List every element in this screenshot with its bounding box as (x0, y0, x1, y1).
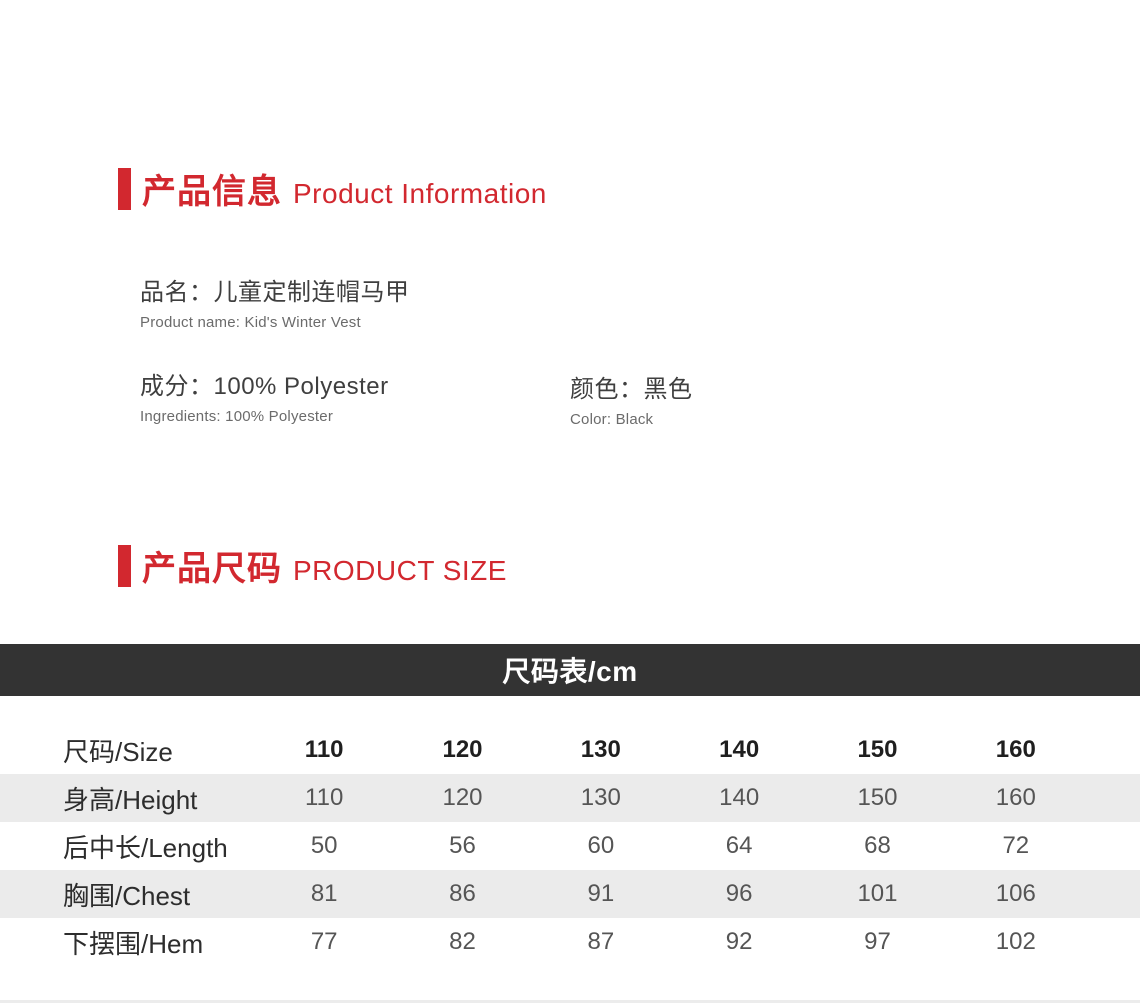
heading-accent-bar (118, 168, 131, 210)
size-table-cell: 102 (995, 928, 1036, 955)
size-table-cell: 77 (310, 928, 338, 955)
size-table-cell: 72 (1002, 832, 1030, 859)
ingredients-zh: 成分：100% Polyester (140, 373, 389, 400)
size-row-label: 后中长/Length (63, 832, 228, 863)
color-field: 颜色：黑色 Color: Black (570, 369, 693, 428)
color-zh: 颜色：黑色 (570, 376, 693, 403)
product-info-heading: 产品信息 Product Information (118, 164, 547, 213)
size-table-cell: 82 (449, 928, 476, 955)
size-table: 尺码/Size 110 120 130 140 150 160 身高/Heigh… (0, 726, 1140, 966)
bottom-stripe (0, 1000, 1140, 1003)
product-name-en: Product name: Kid's Winter Vest (140, 314, 361, 331)
size-table-cell: 81 (310, 880, 338, 907)
size-table-row-length: 后中长/Length 50 56 60 64 68 72 (0, 822, 1140, 870)
size-table-cell: 150 (857, 736, 898, 763)
size-table-cell: 160 (995, 736, 1036, 763)
size-table-cell: 150 (857, 784, 898, 811)
size-table-cell: 86 (449, 880, 476, 907)
size-table-cell: 96 (725, 880, 753, 907)
product-name-field: 品名：儿童定制连帽马甲 Product name: Kid's Winter V… (140, 272, 410, 331)
size-table-cell: 68 (864, 832, 891, 859)
product-info-title-en: Product Information (293, 178, 547, 209)
size-table-cell: 91 (587, 880, 615, 907)
size-table-cell: 60 (587, 832, 615, 859)
size-row-label: 尺码/Size (63, 736, 173, 767)
product-name-zh: 品名：儿童定制连帽马甲 (140, 279, 410, 306)
size-table-cell: 92 (725, 928, 753, 955)
product-size-title-en: PRODUCT SIZE (293, 555, 507, 586)
size-table-cell: 140 (719, 736, 760, 763)
size-row-label: 下摆围/Hem (63, 928, 204, 959)
size-table-cell: 120 (442, 736, 483, 763)
size-table-cell: 110 (304, 736, 344, 763)
size-table-cell: 101 (857, 880, 898, 907)
size-table-cell: 106 (995, 880, 1036, 907)
size-table-cell: 50 (310, 832, 338, 859)
size-table-title-bar: 尺码表/cm (0, 644, 1140, 696)
size-table-title: 尺码表/cm (502, 656, 638, 687)
size-table-row-hem: 下摆围/Hem 77 82 87 92 97 102 (0, 918, 1140, 966)
size-table-cell: 97 (864, 928, 891, 955)
ingredients-field: 成分：100% Polyester Ingredients: 100% Poly… (140, 366, 389, 425)
product-info-title-zh: 产品信息 (142, 173, 282, 211)
size-table-cell: 130 (580, 736, 621, 763)
size-table-cell: 87 (587, 928, 615, 955)
size-table-cell: 110 (305, 784, 344, 811)
size-row-label: 胸围/Chest (63, 880, 191, 911)
size-table-row-chest: 胸围/Chest 81 86 91 96 101 106 (0, 870, 1140, 918)
size-table-cell: 64 (725, 832, 753, 859)
size-row-label: 身高/Height (63, 784, 198, 815)
size-table-cell: 160 (995, 784, 1036, 811)
product-size-title-zh: 产品尺码 (142, 550, 282, 588)
size-table-cell: 130 (580, 784, 621, 811)
size-table-row-height: 身高/Height 110 120 130 140 150 160 (0, 774, 1140, 822)
color-en: Color: Black (570, 411, 654, 428)
ingredients-en: Ingredients: 100% Polyester (140, 408, 334, 425)
size-table-cell: 140 (719, 784, 760, 811)
heading-accent-bar (118, 545, 131, 587)
size-table-row-size: 尺码/Size 110 120 130 140 150 160 (0, 726, 1140, 774)
product-size-heading: 产品尺码 PRODUCT SIZE (118, 541, 507, 590)
size-table-cell: 120 (442, 784, 483, 811)
size-table-cell: 56 (449, 832, 476, 859)
